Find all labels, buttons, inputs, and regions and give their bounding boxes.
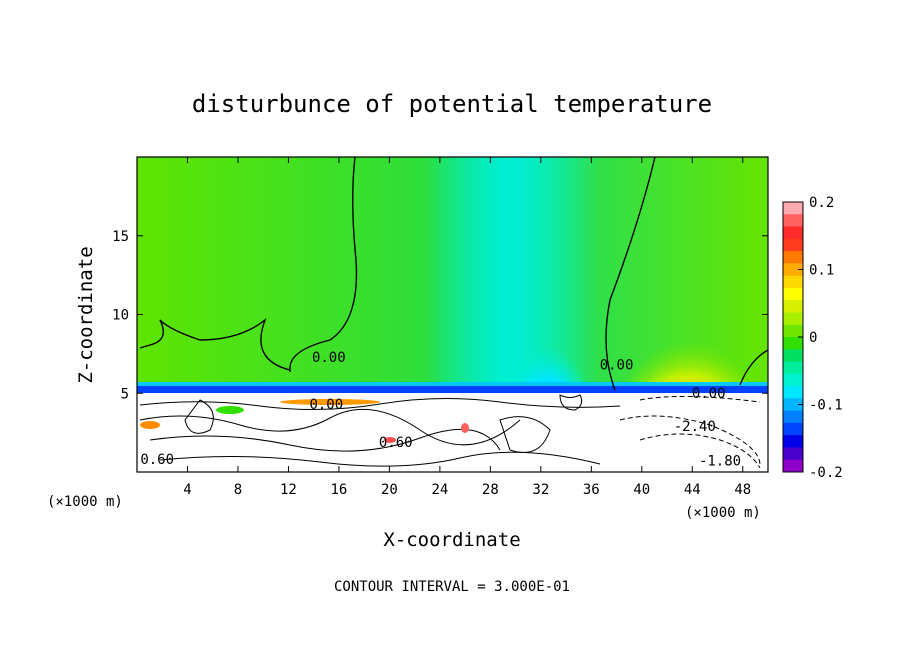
y-tick-label: 5 [121, 386, 129, 402]
inversion-band [137, 386, 768, 393]
colorbar-swatch [783, 459, 803, 473]
x-tick-label: 40 [633, 482, 650, 498]
contour-label: 0.00 [600, 358, 634, 374]
colorbar-swatch [783, 337, 803, 350]
y-tick-label: 10 [112, 308, 129, 324]
x-axis-label: X-coordinate [383, 529, 520, 551]
x-tick-label: 44 [684, 482, 701, 498]
plot-area [137, 157, 768, 472]
zero-contours [139, 157, 768, 391]
colorbar-swatch [783, 349, 803, 363]
y-axis-label: Z-coordinate [75, 246, 97, 383]
contour-label: 0.00 [312, 350, 346, 366]
contour-label: 0.60 [379, 435, 413, 451]
colorbar-tick-label: 0.2 [809, 195, 834, 211]
lower-layer [137, 393, 768, 472]
contour-label: 0.00 [309, 397, 343, 413]
x-tick-label: 24 [431, 482, 448, 498]
colorbar-tick-label: -0.2 [809, 465, 843, 481]
x-axis: 4 8 12 16 20 24 28 32 36 40 44 48 [183, 157, 751, 498]
x-tick-label: 32 [532, 482, 549, 498]
contour-label: 0.00 [692, 386, 726, 402]
contour-interval: CONTOUR INTERVAL = 3.000E-01 [334, 579, 570, 595]
colorbar-swatch [783, 435, 803, 448]
x-tick-label: 8 [234, 482, 242, 498]
contour-labels: 0.00 0.00 0.00 0.60 0.60 -2.40 -1.80 0.00 [140, 350, 741, 470]
colorbar-tick-label: 0 [809, 330, 817, 346]
x-tick-label: 20 [381, 482, 398, 498]
inversion-band-top [137, 382, 768, 386]
colorbar-swatch [783, 226, 803, 240]
colorbar-swatch [783, 275, 803, 289]
colorbar: 0.2 0.1 0 -0.1 -0.2 [782, 195, 843, 481]
colorbar-swatch [783, 324, 803, 338]
colorbar-swatch [783, 410, 803, 424]
colorbar-swatch [783, 447, 803, 461]
lower-contours [139, 394, 761, 469]
chart-title: disturbunce of potential temperature [192, 90, 712, 118]
x-unit-right: (×1000 m) [685, 505, 761, 521]
colorbar-tick-label: -0.1 [809, 398, 843, 414]
x-tick-label: 48 [734, 482, 751, 498]
colorbar-swatch [783, 287, 803, 301]
x-tick-label: 16 [330, 482, 347, 498]
x-tick-label: 4 [183, 482, 191, 498]
colorbar-swatch [783, 263, 803, 277]
colorbar-swatch [783, 398, 803, 412]
contour-label: -1.80 [699, 454, 741, 470]
colorbar-swatch [783, 361, 803, 375]
colorbar-tick-label: 0.1 [809, 263, 834, 279]
colorbar-swatch [783, 373, 803, 387]
x-unit-left: (×1000 m) [47, 494, 123, 510]
x-tick-label: 28 [482, 482, 499, 498]
y-tick-label: 15 [112, 229, 129, 245]
colorbar-swatch [783, 202, 803, 215]
contour-label: 0.60 [140, 452, 174, 468]
colored-blobs [140, 399, 469, 443]
colorbar-swatch [783, 238, 803, 252]
colorbar-swatch [783, 312, 803, 326]
colorbar-swatch [783, 251, 803, 264]
y-axis: 5 10 15 [112, 229, 768, 402]
colorbar-swatch [783, 422, 803, 436]
x-tick-label: 12 [280, 482, 297, 498]
contour-label: -2.40 [674, 419, 716, 435]
x-tick-label: 36 [583, 482, 600, 498]
colorbar-swatch [783, 214, 803, 228]
colorbar-swatch [783, 300, 803, 313]
colorbar-swatch [783, 386, 803, 399]
